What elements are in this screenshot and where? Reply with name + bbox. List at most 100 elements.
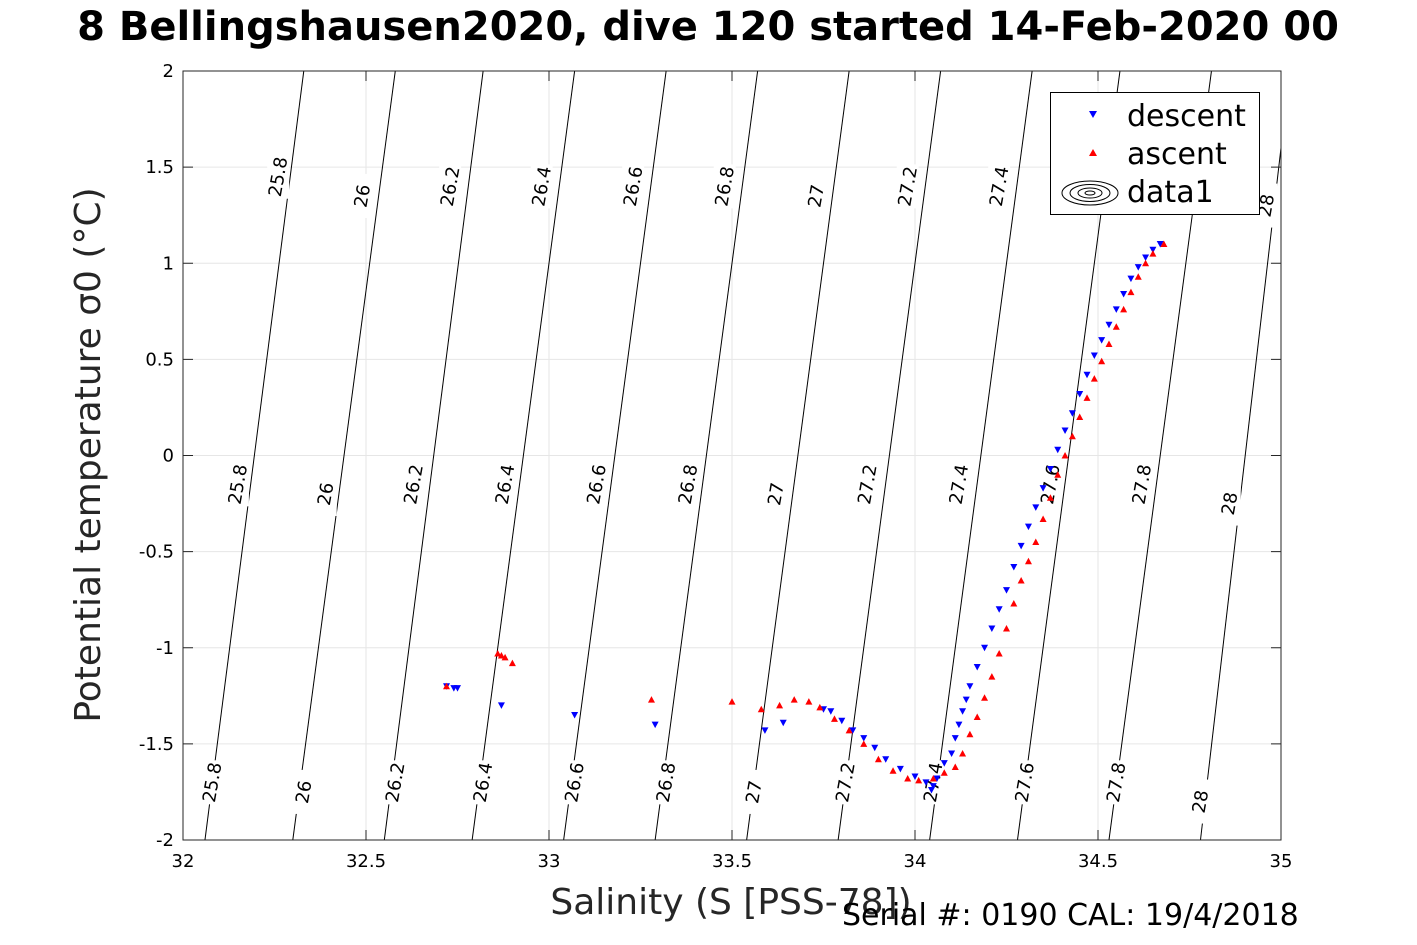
contour-label-bg [713, 164, 736, 209]
x-axis-label: Salinity (S [PSS-78]) [550, 882, 911, 923]
ascent-point [776, 701, 784, 709]
descent-point [1142, 254, 1150, 261]
ascent-point [1142, 259, 1150, 267]
ascent-point [497, 651, 505, 659]
descent-point [882, 756, 890, 763]
descent-point [911, 773, 919, 781]
ascent-point [1039, 515, 1047, 522]
contour-label-bg [1218, 481, 1241, 526]
descent-point [849, 727, 857, 734]
contour-label: 26 [292, 779, 317, 805]
ascent-point [1061, 452, 1069, 459]
ascent-point [728, 698, 736, 705]
ascent-point [805, 698, 813, 705]
ascent-point [959, 749, 967, 757]
y-tick-label: -2 [156, 830, 174, 851]
descent-point [995, 606, 1003, 613]
ascent-point [1127, 288, 1135, 296]
ascent-point [1054, 471, 1062, 478]
descent-point [827, 708, 835, 715]
ascent-point [501, 653, 509, 661]
contour-label-bg [834, 760, 857, 805]
descent-point [1076, 390, 1084, 398]
contour-label: 26 [351, 183, 376, 209]
ascent-point [995, 650, 1003, 657]
descent-point [940, 760, 948, 767]
contour-label-bg [742, 769, 765, 814]
ascent-point [830, 715, 838, 722]
y-tick-label: -0.5 [139, 542, 174, 563]
descent-point [1046, 465, 1054, 473]
chart-title: 8 Bellingshausen2020, dive 120 started 1… [77, 4, 1339, 50]
contour-label-bg [1105, 760, 1128, 805]
ascent-point [845, 726, 853, 734]
contour-label-bg [267, 154, 290, 199]
contour-label-bg [922, 760, 945, 805]
legend-item-data1: data1 [1051, 173, 1259, 211]
contour-line-26.8 [654, 70, 759, 841]
contour-label-bg [402, 462, 425, 507]
ascent-point [874, 755, 882, 763]
contour-label-bg [677, 462, 700, 507]
descent-point [1039, 485, 1047, 492]
descent-point [966, 683, 974, 690]
ascent-point [1090, 375, 1098, 382]
x-tick-label: 34.5 [1078, 851, 1118, 872]
contour-label-bg [805, 173, 828, 218]
y-axis-label: Potential temperature σ0 (°C) [68, 187, 109, 722]
ascent-point [443, 682, 451, 690]
x-tick-label: 33 [538, 851, 561, 872]
descent-point [1098, 337, 1106, 344]
y-tick-label: 1 [163, 253, 174, 274]
x-tick-label: 32.5 [346, 851, 386, 872]
contour-label: 26 [314, 481, 339, 507]
x-tick-label: 33.5 [712, 851, 752, 872]
descent-point [1149, 246, 1157, 254]
legend-item-ascent: ascent [1051, 135, 1259, 173]
contour-label-bg [856, 462, 879, 507]
descent-point [1083, 371, 1091, 379]
contour-line-26.4 [471, 70, 576, 841]
ascent-point [915, 776, 923, 784]
descent-point [1061, 427, 1069, 435]
ascent-point [940, 769, 948, 776]
contour-line-27.4 [929, 70, 1033, 841]
descent-point [651, 721, 659, 729]
descent-point [871, 744, 879, 752]
descent-point [1017, 542, 1025, 550]
contour-label-bg [655, 760, 678, 805]
ascent-point [1105, 340, 1113, 347]
descent-point [929, 783, 937, 790]
axes-frame: 32 32.5 33 33.5 34 34.5 35 -2 -1.5 -1 -0.5 0 0.5 1 1.5… [139, 61, 1293, 872]
contour-label: 27 [804, 183, 829, 209]
ascent-point [966, 730, 974, 738]
descent-point [1120, 291, 1128, 298]
descent-point [1156, 241, 1164, 248]
contour-line-26 [292, 70, 396, 841]
descent-point [896, 765, 904, 773]
contour-label-bg [314, 471, 337, 516]
y-tick-label: -1 [156, 638, 174, 659]
contour-label-bg [947, 462, 970, 507]
descent-point [1003, 587, 1010, 594]
contour-line-26.6 [563, 70, 667, 841]
y-tick-label: -1.5 [139, 734, 174, 755]
ascent-point [988, 673, 996, 680]
ascent-point [1098, 357, 1106, 365]
ascent-point [508, 659, 516, 667]
contour-label-bg [351, 173, 374, 218]
descent-point [1105, 321, 1113, 329]
ascent-point [1120, 305, 1128, 313]
ascent-point [1010, 600, 1018, 607]
ascent-point [494, 650, 502, 657]
contour-label-bg [1255, 183, 1278, 228]
contour-label-bg [439, 164, 462, 209]
descent-point [922, 779, 930, 786]
ascent-point [1032, 538, 1040, 546]
y-tick-label: 2 [163, 61, 174, 82]
ascent-point [1134, 273, 1142, 280]
descent-point [951, 735, 959, 742]
descent-point [571, 712, 579, 719]
ascent-point [860, 740, 868, 747]
